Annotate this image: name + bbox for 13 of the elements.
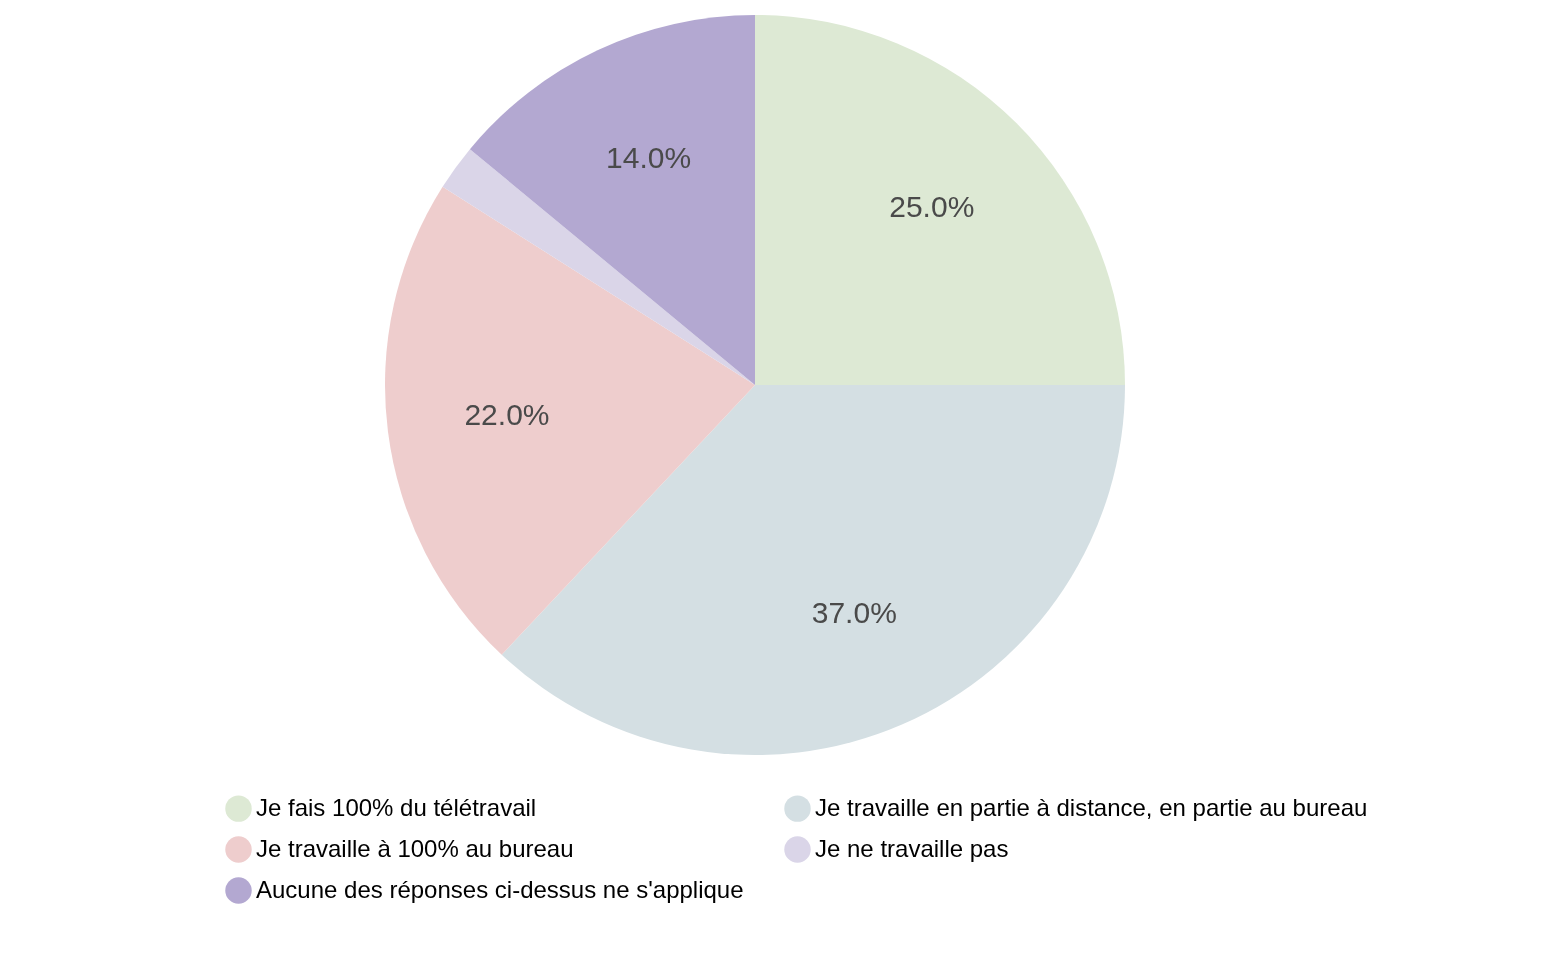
legend-label: Je ne travaille pas xyxy=(815,834,1009,862)
pie-slice xyxy=(755,15,1125,385)
data-label: 22.0% xyxy=(464,398,550,432)
pie-slice xyxy=(385,186,755,655)
pie-slice xyxy=(442,149,755,385)
legend-label: Je travaille en partie à distance, en partie au bureau xyxy=(815,793,1368,821)
legend-label: Je travaille à 100% au bureau xyxy=(256,834,574,862)
pie-slice xyxy=(469,15,755,385)
data-label: 25.0% xyxy=(889,190,975,224)
legend-label: Aucune des réponses ci-dessus ne s'applique xyxy=(256,875,744,903)
data-label: 37.0% xyxy=(811,596,897,630)
legend-label: Je fais 100% du télétravail xyxy=(256,793,537,821)
data-label: 14.0% xyxy=(606,140,692,174)
